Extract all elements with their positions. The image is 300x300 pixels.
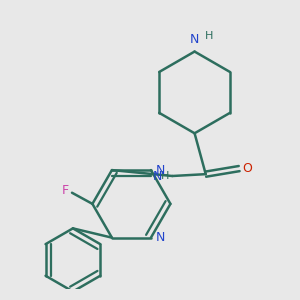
Text: H: H	[161, 171, 169, 181]
Text: N: N	[155, 231, 165, 244]
Text: N: N	[152, 169, 162, 182]
Text: F: F	[62, 184, 69, 197]
Text: H: H	[205, 31, 213, 41]
Text: O: O	[242, 162, 252, 175]
Text: N: N	[190, 33, 199, 46]
Text: N: N	[155, 164, 165, 177]
